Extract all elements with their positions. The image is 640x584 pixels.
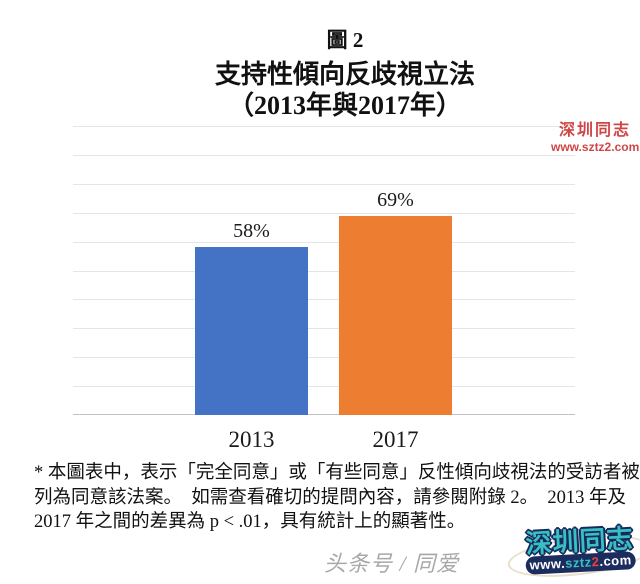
x-tick-label-2013: 2013 (228, 427, 275, 452)
x-axis-line (73, 414, 575, 415)
watermark-top-name: 深圳同志 (558, 122, 631, 139)
gridline (73, 299, 575, 300)
gridline (73, 271, 575, 272)
value-label-2013: 58% (233, 220, 270, 242)
watermark-url-www: www. (529, 555, 566, 573)
gridline (73, 357, 575, 358)
chart-title-years: （2013年與2017年） (227, 91, 462, 120)
watermark-url-sztz: sztz (564, 554, 593, 571)
source-caption: 头条号 / 同爱 (324, 551, 460, 576)
bar-2013 (195, 247, 308, 415)
bar-2017 (339, 216, 452, 415)
footnote-line-2: 列為同意該法案。 如需查看確切的提問內容，請參閱附錄 2。 2013 年及 (34, 487, 627, 508)
value-label-2017: 69% (377, 189, 414, 211)
bar-chart-plot-area: 58% 2013 69% 2017 (73, 126, 575, 452)
footnote-line-3: 2017 年之間的差異為 p < .01，具有統計上的顯著性。 (34, 512, 466, 532)
watermark-url-com: .com (598, 552, 633, 569)
gridline (73, 184, 575, 185)
figure-number: 圖 2 (326, 28, 364, 52)
gridline (73, 155, 575, 156)
watermark-bottom-right: 深圳同志 www.sztz2.com (505, 523, 640, 584)
gridline (73, 386, 575, 387)
watermark-top-right: 深圳同志 www.sztz2.com (551, 121, 639, 154)
gridline (73, 242, 575, 243)
footnote: * 本圖表中，表示「完全同意」或「有些同意」反性傾向歧視法的受訪者被 列為同意該… (34, 461, 640, 535)
gridline (73, 126, 575, 127)
chart-title: 圖 2 支持性傾向反歧視立法 （2013年與2017年） (45, 24, 640, 121)
footnote-line-1: * 本圖表中，表示「完全同意」或「有些同意」反性傾向歧視法的受訪者被 (34, 463, 640, 483)
gridline (73, 328, 575, 329)
x-tick-label-2017: 2017 (372, 427, 419, 452)
gridline (73, 213, 575, 214)
watermark-top-url: www.sztz2.com (551, 140, 640, 154)
chart-title-main: 支持性傾向反歧視立法 (214, 60, 475, 89)
